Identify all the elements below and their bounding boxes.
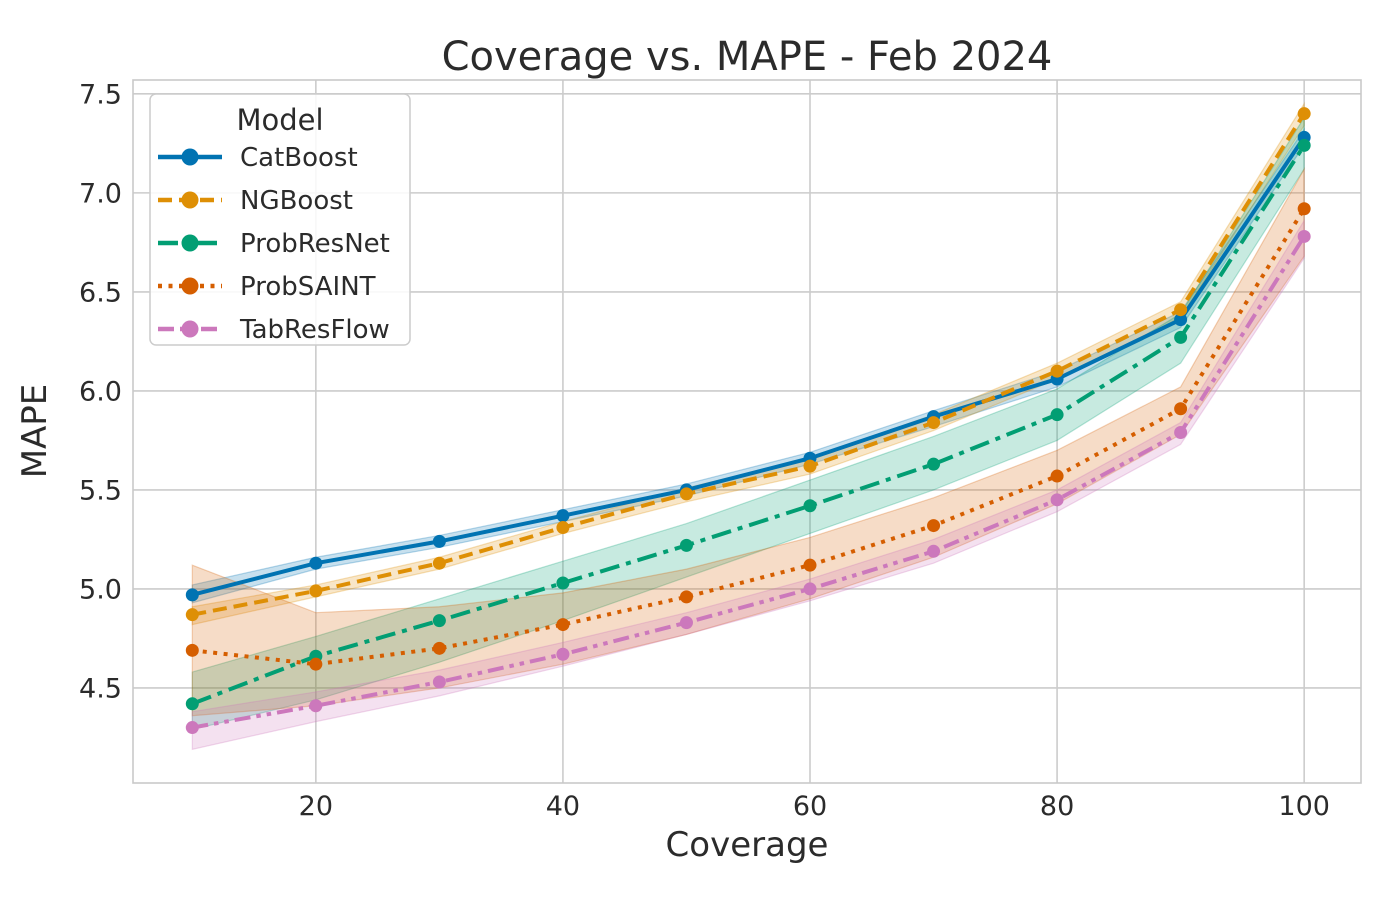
data-point-probresnet bbox=[185, 697, 199, 711]
legend-item-probsaint: ProbSAINT bbox=[158, 272, 376, 302]
x-axis-label: Coverage bbox=[666, 825, 829, 865]
data-point-probsaint bbox=[185, 643, 199, 657]
data-point-tabresflow bbox=[679, 616, 693, 630]
series-line-catboost bbox=[191, 136, 1306, 597]
data-point-tabresflow bbox=[803, 582, 817, 596]
tick-label-layer: 4.5 5.0 5.5 6.0 6.5 7.0 7.5 20 40 60 80 100 bbox=[79, 79, 1330, 822]
data-point-probsaint bbox=[556, 618, 570, 632]
data-point-probresnet bbox=[679, 538, 693, 552]
y-tick-label: 7.0 bbox=[79, 178, 122, 209]
y-tick-label: 6.5 bbox=[79, 277, 122, 308]
x-tick-label: 60 bbox=[793, 791, 827, 822]
data-point-tabresflow bbox=[1050, 493, 1064, 507]
data-point-ngboost bbox=[803, 459, 817, 473]
legend-sample-marker bbox=[181, 148, 199, 166]
data-point-ngboost bbox=[185, 608, 199, 622]
data-point-tabresflow bbox=[556, 647, 570, 661]
y-tick-label: 5.0 bbox=[79, 574, 122, 605]
data-point-probresnet bbox=[927, 457, 941, 471]
data-point-ngboost bbox=[927, 416, 941, 430]
data-point-tabresflow bbox=[185, 721, 199, 735]
legend-item-tabresflow: TabResFlow bbox=[158, 315, 390, 345]
y-tick-label: 6.0 bbox=[79, 376, 122, 407]
data-point-ngboost bbox=[1174, 303, 1188, 317]
series-layer bbox=[185, 107, 1311, 735]
data-point-tabresflow bbox=[927, 544, 941, 558]
series-line-ngboost bbox=[191, 112, 1306, 617]
legend-sample-marker bbox=[181, 320, 199, 338]
data-point-probsaint bbox=[1174, 402, 1188, 416]
legend-item-label: ProbResNet bbox=[240, 229, 390, 259]
data-point-probresnet bbox=[432, 614, 446, 628]
x-tick-label: 80 bbox=[1040, 791, 1074, 822]
data-point-tabresflow bbox=[432, 675, 446, 689]
data-point-probresnet bbox=[1050, 408, 1064, 422]
y-axis-label: MAPE bbox=[15, 384, 55, 479]
data-point-probresnet bbox=[1174, 330, 1188, 344]
data-point-ngboost bbox=[1297, 107, 1311, 121]
x-tick-label: 20 bbox=[299, 791, 333, 822]
series-line-tabresflow bbox=[191, 235, 1306, 730]
data-point-catboost bbox=[432, 534, 446, 548]
data-point-probsaint bbox=[1297, 202, 1311, 216]
legend: Model CatBoost NGBoost ProbResNet ProbSAINT T… bbox=[149, 93, 411, 346]
data-point-probsaint bbox=[432, 641, 446, 655]
data-point-ngboost bbox=[679, 487, 693, 501]
y-tick-label: 7.5 bbox=[79, 79, 122, 110]
legend-item-ngboost: NGBoost bbox=[158, 186, 353, 216]
legend-sample-marker bbox=[181, 277, 199, 295]
legend-title: Model bbox=[236, 103, 323, 137]
data-point-tabresflow bbox=[1174, 425, 1188, 439]
legend-sample-marker bbox=[181, 234, 199, 252]
data-point-probresnet bbox=[803, 499, 817, 513]
data-point-catboost bbox=[1174, 313, 1188, 327]
legend-item-label: CatBoost bbox=[240, 143, 358, 173]
data-point-tabresflow bbox=[309, 699, 323, 713]
plot-border bbox=[132, 79, 1362, 784]
data-point-probsaint bbox=[679, 590, 693, 604]
chart-title: Coverage vs. MAPE - Feb 2024 bbox=[442, 34, 1053, 80]
data-point-probsaint bbox=[1050, 469, 1064, 483]
data-point-catboost bbox=[556, 509, 570, 523]
data-point-probresnet bbox=[1297, 138, 1311, 152]
x-tick-label: 100 bbox=[1278, 791, 1330, 822]
data-point-ngboost bbox=[309, 584, 323, 598]
data-point-probresnet bbox=[556, 576, 570, 590]
data-point-catboost bbox=[185, 588, 199, 602]
confidence-band-probresnet bbox=[191, 115, 1305, 731]
y-tick-label: 5.5 bbox=[79, 475, 122, 506]
data-point-probsaint bbox=[803, 558, 817, 572]
data-point-probsaint bbox=[927, 519, 941, 533]
series-line-probresnet bbox=[191, 144, 1306, 706]
legend-item-label: ProbSAINT bbox=[240, 272, 376, 302]
confidence-band-ngboost bbox=[191, 101, 1305, 626]
data-point-ngboost bbox=[432, 556, 446, 570]
legend-item-label: NGBoost bbox=[240, 186, 353, 216]
legend-item-label: TabResFlow bbox=[239, 315, 390, 345]
data-point-tabresflow bbox=[1297, 229, 1311, 243]
y-tick-label: 4.5 bbox=[79, 673, 122, 704]
x-tick-label: 40 bbox=[546, 791, 580, 822]
data-point-ngboost bbox=[556, 521, 570, 535]
data-point-catboost bbox=[309, 556, 323, 570]
legend-item-catboost: CatBoost bbox=[158, 143, 358, 173]
legend-item-probresnet: ProbResNet bbox=[158, 229, 390, 259]
data-point-ngboost bbox=[1050, 364, 1064, 378]
legend-sample-marker bbox=[181, 191, 199, 209]
data-point-probsaint bbox=[309, 657, 323, 671]
